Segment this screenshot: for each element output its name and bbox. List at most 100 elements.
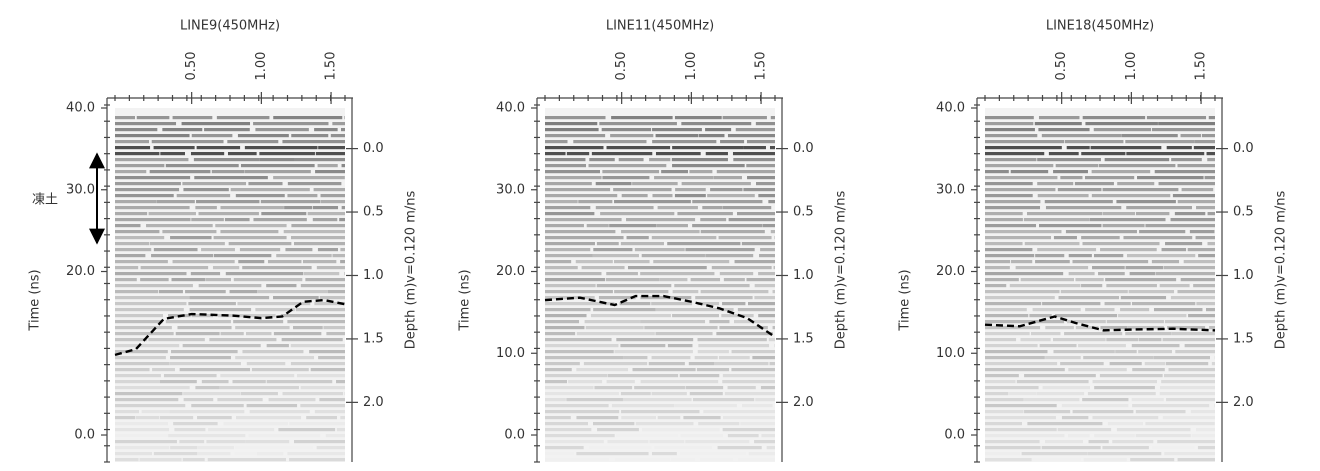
texture-band <box>698 134 725 138</box>
texture-band <box>620 392 651 396</box>
texture-band <box>197 416 232 420</box>
y-axis-label: Time (ns) <box>28 269 43 331</box>
texture-band <box>340 416 345 420</box>
texture-band <box>229 290 258 294</box>
texture-band <box>655 308 734 312</box>
texture-band <box>766 446 775 450</box>
texture-band <box>1064 332 1123 336</box>
texture-band <box>756 182 775 186</box>
texture-band <box>720 140 745 144</box>
texture-band <box>244 170 311 174</box>
texture-band <box>319 296 345 300</box>
texture-band <box>249 410 310 414</box>
texture-band <box>1106 284 1157 288</box>
texture-band <box>136 116 170 120</box>
texture-band <box>1125 266 1164 270</box>
texture-band <box>656 224 688 228</box>
texture-band <box>1055 164 1099 168</box>
texture-band <box>615 434 679 438</box>
texture-band <box>1060 290 1128 294</box>
texture-band <box>649 158 671 162</box>
texture-band <box>716 332 773 336</box>
texture-band <box>1183 260 1215 264</box>
texture-band <box>1131 302 1196 306</box>
texture-band <box>151 254 214 258</box>
texture-band <box>115 146 151 150</box>
texture-band <box>985 164 1054 168</box>
texture-band <box>545 338 612 342</box>
texture-band <box>1135 212 1170 216</box>
texture-band <box>230 188 310 192</box>
texture-band <box>700 218 727 222</box>
texture-band <box>680 434 724 438</box>
texture-band <box>985 416 1056 420</box>
texture-band <box>1078 344 1126 348</box>
texture-band <box>578 200 613 204</box>
texture-band <box>115 404 186 408</box>
texture-band <box>679 452 746 456</box>
texture-band <box>1177 290 1215 294</box>
texture-band <box>1026 212 1103 216</box>
texture-band <box>762 224 775 228</box>
texture-band <box>115 176 191 180</box>
texture-band <box>282 392 344 396</box>
texture-band <box>1204 176 1215 180</box>
texture-band <box>287 194 318 198</box>
texture-band <box>619 302 651 306</box>
texture-band <box>1023 218 1090 222</box>
texture-band <box>1030 332 1061 336</box>
texture-band <box>1089 218 1166 222</box>
texture-band <box>594 386 633 390</box>
texture-band <box>1024 374 1096 378</box>
texture-band <box>545 368 572 372</box>
texture-band <box>283 230 345 234</box>
texture-band <box>634 248 685 252</box>
texture-band <box>705 128 732 132</box>
texture-band <box>746 164 775 168</box>
texture-band <box>614 290 669 294</box>
texture-band <box>195 386 220 390</box>
texture-band <box>640 320 706 324</box>
texture-band <box>1196 302 1215 306</box>
texture-band <box>189 296 270 300</box>
texture-band <box>318 356 345 360</box>
texture-band <box>545 446 584 450</box>
texture-band <box>212 266 240 270</box>
texture-band <box>985 332 1030 336</box>
texture-band <box>1117 182 1155 186</box>
texture-band <box>602 170 660 174</box>
texture-band <box>259 158 295 162</box>
texture-band <box>1081 236 1120 240</box>
texture-band <box>115 260 168 264</box>
texture-band <box>151 140 224 144</box>
texture-band <box>985 272 1064 276</box>
texture-band <box>115 386 190 390</box>
texture-band <box>614 350 693 354</box>
texture-band <box>545 350 614 354</box>
texture-band <box>207 458 286 462</box>
texture-band <box>1181 188 1214 192</box>
texture-band <box>181 122 251 126</box>
texture-band <box>1067 320 1106 324</box>
x-tick-label: 0.50 <box>614 52 629 81</box>
texture-band <box>293 326 323 330</box>
texture-band <box>317 248 339 252</box>
texture-band <box>1152 128 1215 132</box>
texture-band <box>300 284 345 288</box>
texture-band <box>722 116 767 120</box>
texture-band <box>698 422 740 426</box>
texture-band <box>770 116 775 120</box>
texture-band <box>1195 428 1215 432</box>
texture-band <box>1177 164 1215 168</box>
texture-band <box>985 242 1023 246</box>
texture-band <box>205 278 232 282</box>
texture-band <box>146 224 213 228</box>
texture-band <box>1161 380 1215 384</box>
y-tick-label: 20.0 <box>496 264 525 279</box>
texture-band <box>1153 308 1203 312</box>
texture-band <box>695 296 753 300</box>
texture-band <box>590 314 671 318</box>
texture-band <box>1060 176 1083 180</box>
texture-band <box>115 116 136 120</box>
texture-band <box>545 410 620 414</box>
